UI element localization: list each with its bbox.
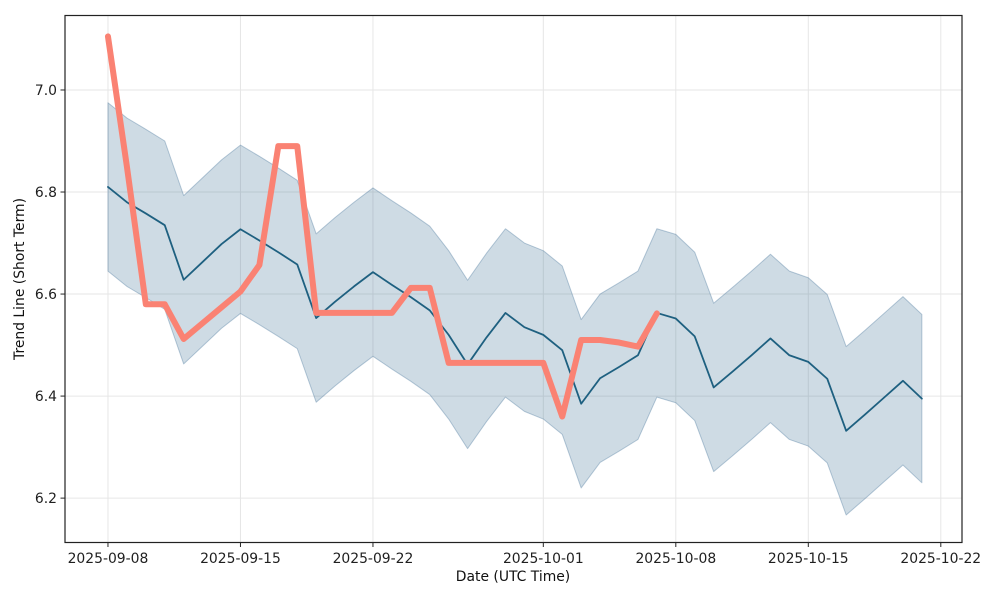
confidence-band [107,102,923,516]
trend-line-short-term [107,186,923,432]
gridlines [65,15,962,543]
y-tick-label: 6.2 [35,491,57,507]
axis-ticks [60,89,942,547]
confidence-band-group [107,102,923,516]
x-tick-label: 2025-09-22 [333,551,414,567]
series-line-group [104,33,923,432]
x-axis-label: Date (UTC Time) [456,569,570,585]
x-tick-label: 2025-10-15 [768,551,849,567]
y-tick-label: 6.6 [35,287,57,303]
plot-frame [64,14,963,544]
y-tick-label: 6.4 [35,389,57,405]
x-tick-label: 2025-10-01 [503,551,584,567]
x-tick-label: 2025-10-22 [900,551,981,567]
x-tick-label: 2025-10-08 [635,551,716,567]
axis-tick-labels: 2025-09-08 2025-09-15 2025-09-22 2025-10-01… [35,83,981,567]
y-tick-label: 6.8 [35,185,57,201]
y-tick-label: 7.0 [35,83,57,99]
highlight-overlay-line [104,33,660,420]
x-tick-label: 2025-09-08 [68,551,149,567]
x-tick-label: 2025-09-15 [200,551,281,567]
y-axis-label: Trend Line (Short Term) [12,198,28,361]
